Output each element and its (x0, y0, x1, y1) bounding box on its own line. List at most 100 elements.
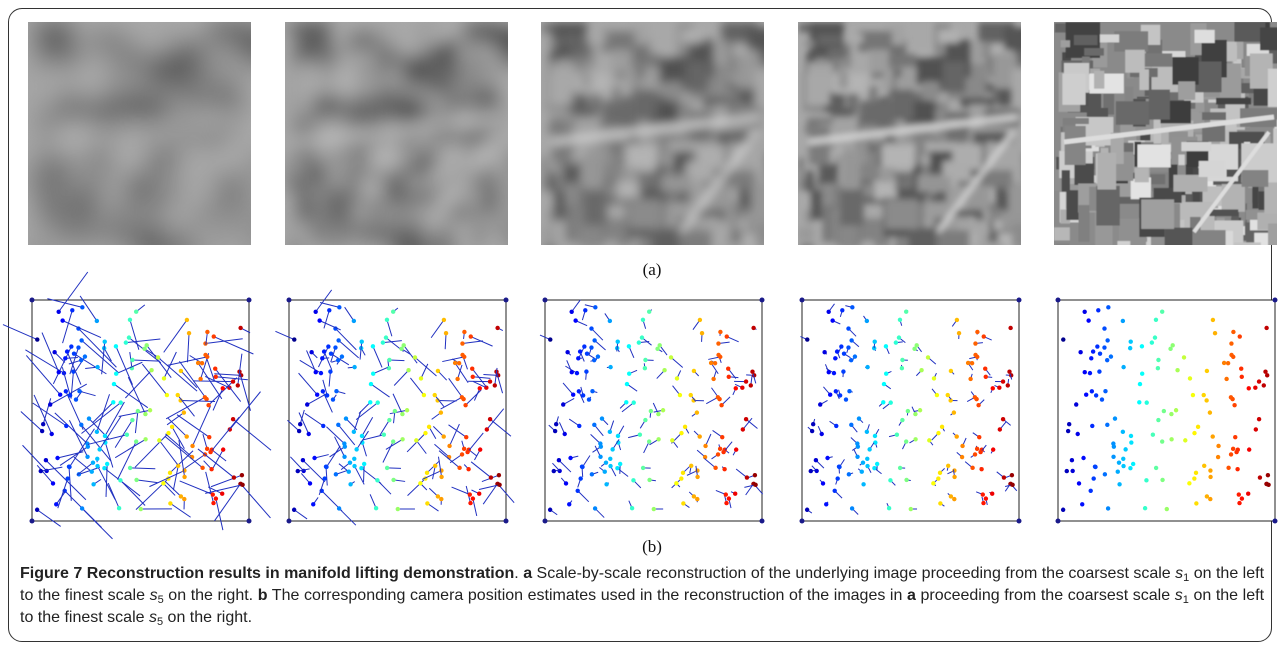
camera-position (393, 409, 397, 413)
camera-position (847, 389, 851, 393)
camera-position (1121, 365, 1125, 369)
camera-position (1229, 452, 1233, 456)
camera-position (713, 361, 717, 365)
camera-position (462, 355, 466, 359)
camera-position (615, 466, 619, 470)
camera-position (400, 437, 404, 441)
image-patch (477, 243, 515, 275)
image-patch (893, 90, 914, 120)
camera-position (112, 382, 116, 386)
camera-position (391, 310, 395, 314)
camera-position (834, 389, 838, 393)
camera-position (1231, 447, 1235, 451)
image-patch (881, 145, 914, 168)
camera-position (1235, 467, 1239, 471)
camera-position (1082, 310, 1086, 314)
image-patch (1074, 35, 1098, 45)
camera-position (83, 354, 87, 358)
camera-position (182, 410, 186, 414)
image-patch (1008, 180, 1039, 214)
camera-position (208, 450, 212, 454)
camera-position (1083, 370, 1087, 374)
image-patch (566, 205, 577, 242)
camera-position (647, 439, 651, 443)
camera-position (102, 466, 106, 470)
camera-position (354, 447, 358, 451)
image-patch (954, 209, 983, 216)
camera-position (695, 475, 699, 479)
camera-position (913, 437, 917, 441)
image-patch (70, 186, 93, 226)
camera-position (68, 393, 72, 397)
camera-position (811, 422, 815, 426)
image-patch (234, 27, 269, 50)
caption-ref: a (523, 565, 532, 582)
camera-position (406, 368, 410, 372)
camera-position (179, 369, 183, 373)
camera-position (114, 372, 118, 376)
camera-position (497, 483, 501, 487)
image-patch (1124, 242, 1164, 270)
camera-position (1192, 431, 1196, 435)
plot-frame (802, 300, 1019, 521)
image-patch (412, 142, 442, 151)
image-patch (368, 145, 401, 168)
camera-position (718, 447, 722, 451)
image-patch (28, 227, 44, 240)
camera-position (641, 466, 645, 470)
camera-position (334, 472, 338, 476)
camera-position (573, 318, 577, 322)
image-patch (818, 163, 838, 185)
camera-position (1211, 434, 1215, 438)
camera-position (838, 393, 842, 397)
camera-position (236, 383, 240, 387)
image-patch (123, 90, 144, 120)
camera-position (810, 429, 814, 433)
camera-position (67, 465, 71, 469)
camera-position (844, 397, 848, 401)
camera-position (465, 450, 469, 454)
camera-position (1156, 418, 1160, 422)
camera-position (1231, 355, 1235, 359)
camera-position (205, 447, 209, 451)
camera-position (419, 376, 423, 380)
plot-row (3, 272, 1278, 539)
camera-position (809, 469, 813, 473)
camera-position (369, 382, 373, 386)
plot-corner (1017, 298, 1022, 303)
caption-text: on the right. (163, 609, 252, 626)
camera-position (593, 305, 597, 309)
image-patch (721, 242, 748, 268)
image-patch (806, 74, 829, 105)
camera-position (1129, 339, 1133, 343)
image-patch (185, 241, 220, 270)
camera-position (1112, 444, 1116, 448)
camera-position (718, 330, 722, 334)
image-patch (1116, 101, 1150, 124)
camera-position (1140, 372, 1144, 376)
image-patch (1181, 142, 1211, 151)
camera-position (149, 368, 153, 372)
camera-position (814, 469, 818, 473)
camera-position (385, 466, 389, 470)
camera-position (587, 397, 591, 401)
camera-position (865, 319, 869, 323)
camera-position (981, 501, 985, 505)
camera-position (1106, 305, 1110, 309)
plot-corner (247, 298, 252, 303)
camera-position (1216, 455, 1220, 459)
image-patch (447, 98, 482, 104)
image-patch (168, 30, 188, 43)
image-patch (805, 40, 814, 47)
camera-position (649, 409, 653, 413)
image-patch (355, 242, 395, 270)
image-patch (938, 30, 958, 43)
camera-position (309, 350, 313, 354)
image-patch (1079, 205, 1090, 242)
camera-position (134, 310, 138, 314)
plot-corner (287, 298, 292, 303)
image-patch (293, 74, 316, 105)
camera-position (727, 496, 731, 500)
camera-position (835, 476, 839, 480)
camera-position (631, 478, 635, 482)
